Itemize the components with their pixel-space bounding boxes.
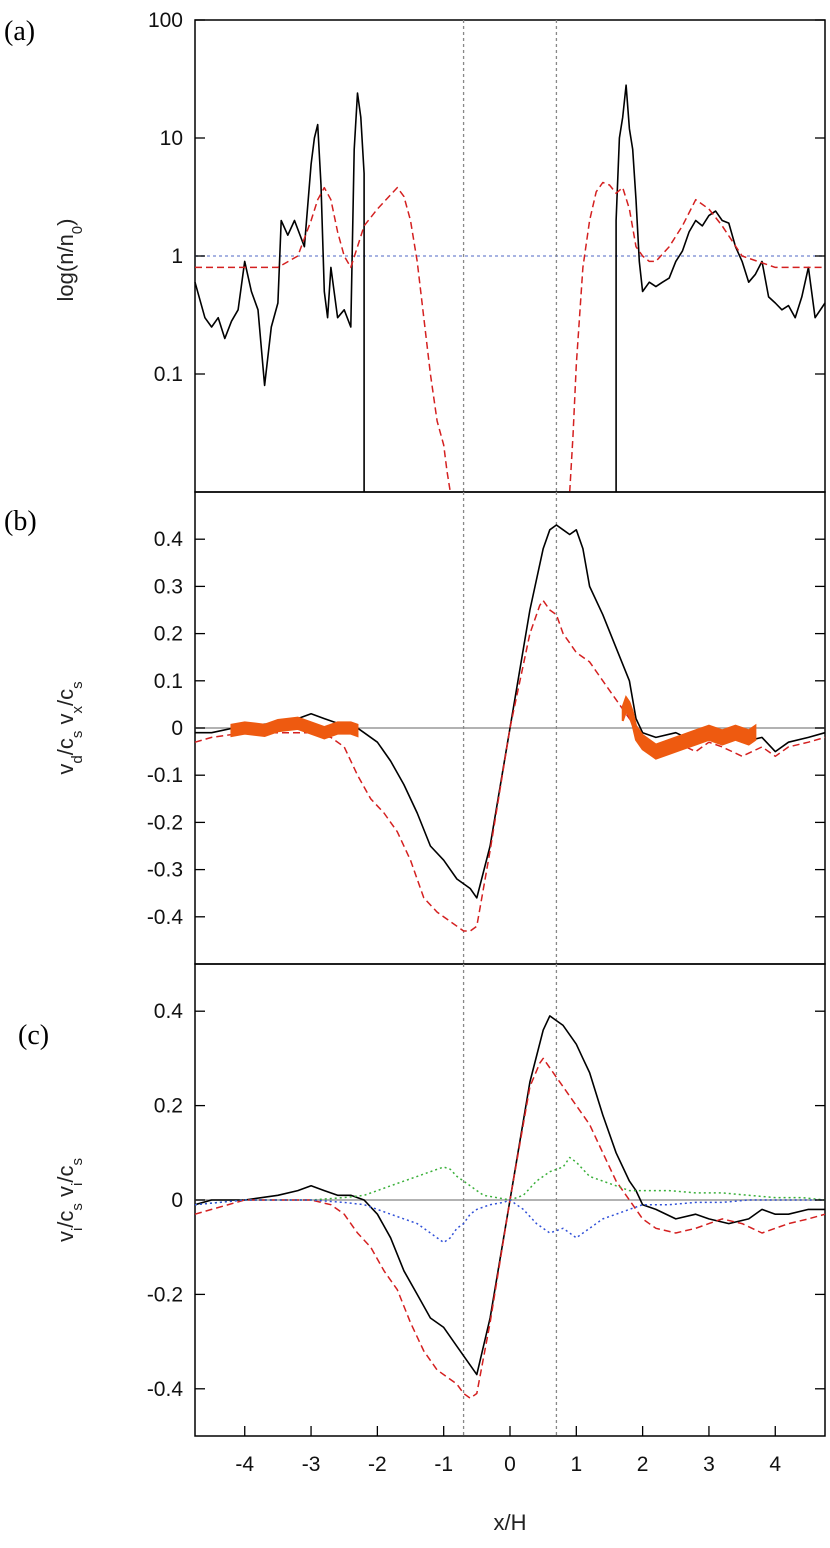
panel-c-ytick-label-3: 0.2 — [154, 1095, 183, 1118]
panel-c-series-3 — [194, 1199, 825, 1244]
panel-a-series-2 — [195, 186, 452, 493]
panel-b-ytick-label-5: 0.1 — [154, 670, 183, 693]
xtick-label-2: -2 — [368, 1453, 387, 1476]
panel-b-ytick-label-4: 0 — [171, 717, 183, 740]
panel-c-ytick-label-0: -0.4 — [147, 1378, 184, 1401]
panel-b-series-3 — [621, 695, 757, 760]
xtick-label-5: 1 — [570, 1453, 582, 1476]
xtick-label-8: 4 — [769, 1453, 781, 1476]
panel-c-y-ticks: -0.4 -0.2 0 0.2 0.4 — [147, 1000, 825, 1401]
panel-a-y-ticks: 0.1 1 10 100 — [148, 9, 825, 386]
panel-b-series-0 — [195, 524, 826, 899]
panel-b-ytick-label-6: 0.2 — [154, 623, 183, 646]
xtick-label-1: -3 — [302, 1453, 321, 1476]
panel-c-x-ticks: -4 -3 -2 -1 0 1 2 3 4 — [235, 1426, 781, 1476]
panel-b-ytick-label-0: -0.4 — [147, 906, 184, 929]
panel-b-y-axis-label: vd/cs vx/cs — [53, 681, 86, 774]
panel-c-tag: (c) — [18, 1020, 49, 1051]
panel-c-ytick-label-4: 0.4 — [154, 1000, 184, 1023]
panel-a-ytick-label-2: 10 — [160, 127, 183, 150]
xtick-label-3: -1 — [434, 1453, 453, 1476]
panel-b-series-1 — [194, 599, 826, 932]
xtick-label-6: 2 — [637, 1453, 649, 1476]
panel-c-ytick-label-1: -0.2 — [147, 1283, 183, 1306]
panel-c-series — [194, 1015, 826, 1399]
panel-c-ytick-label-2: 0 — [171, 1189, 183, 1212]
panel-b-tag: (b) — [4, 506, 37, 537]
panel-a-reference-lines — [195, 20, 825, 492]
panel-a-series-0 — [194, 92, 365, 492]
panel-b: (b) -0.4 -0.3 -0.2 -0.1 0 0.1 0.2 0.3 0.4 vd/cs … — [4, 491, 826, 965]
panel-b-ytick-label-3: -0.1 — [147, 764, 183, 787]
panel-c: (c) -0.4 -0.2 0 0.2 0.4 -4 -3 -2 -1 0 1 2 3 4 vi/cs … — [18, 963, 826, 1535]
panel-b-series — [194, 524, 826, 932]
panel-a: (a) 0.1 1 10 100 log(n/n0) — [4, 9, 826, 493]
panel-c-series-1 — [194, 1057, 826, 1399]
panel-a-y-axis-label: log(n/n0) — [53, 219, 86, 302]
panel-a-ytick-label-3: 100 — [148, 9, 183, 32]
panel-b-series-2 — [230, 716, 359, 740]
panel-a-tag: (a) — [4, 16, 35, 47]
panel-a-ytick-label-1: 1 — [171, 245, 183, 268]
panel-b-ytick-label-1: -0.3 — [147, 859, 183, 882]
xtick-label-4: 0 — [504, 1453, 516, 1476]
panel-a-series — [194, 84, 826, 493]
panel-b-ytick-label-2: -0.2 — [147, 811, 183, 834]
panel-c-series-0 — [194, 1015, 825, 1376]
panel-a-series-3 — [568, 181, 825, 493]
xtick-label-7: 3 — [703, 1453, 715, 1476]
xtick-label-0: -4 — [235, 1453, 254, 1476]
x-axis-label: x/H — [494, 1510, 527, 1535]
panel-a-series-1 — [615, 84, 826, 492]
panel-b-ytick-label-7: 0.3 — [154, 575, 183, 598]
panel-b-ytick-label-8: 0.4 — [154, 528, 184, 551]
panel-c-y-axis-label: vi/cs vi/cs — [53, 1158, 86, 1242]
panel-b-y-ticks: -0.4 -0.3 -0.2 -0.1 0 0.1 0.2 0.3 0.4 — [147, 528, 825, 929]
panel-a-ytick-label-0: 0.1 — [154, 363, 183, 386]
